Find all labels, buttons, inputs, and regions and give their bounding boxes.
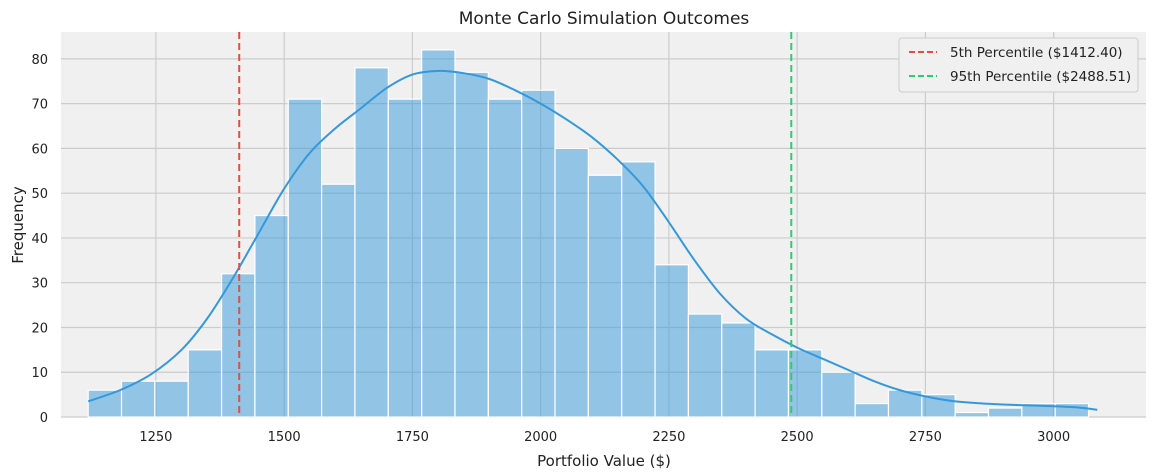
x-axis-label: Portfolio Value ($) — [537, 452, 671, 470]
histogram-bar — [354, 67, 389, 418]
x-tick-label: 2500 — [781, 430, 814, 445]
x-tick-label: 2000 — [524, 430, 557, 445]
y-tick-label: 60 — [31, 142, 48, 157]
histogram-bar — [387, 98, 423, 418]
histogram-bar — [154, 380, 189, 418]
histogram-bar — [954, 411, 990, 418]
histogram-bar — [421, 49, 456, 418]
histogram-bar — [187, 349, 223, 418]
histogram-bar — [87, 389, 123, 418]
x-tick-label: 2750 — [909, 430, 942, 445]
kde-curve-group — [87, 69, 1098, 411]
histogram-bar — [621, 161, 656, 418]
y-tick-label: 40 — [31, 232, 48, 247]
x-tick-label: 1750 — [396, 430, 429, 445]
y-axis-label: Frequency — [9, 186, 27, 264]
histogram-bar — [487, 98, 523, 418]
y-tick-label: 50 — [31, 187, 48, 202]
legend-label-5th: 5th Percentile ($1412.40) — [950, 45, 1123, 61]
x-axis-ticks: 1250 1500 1750 2000 2250 2500 2750 3000 — [139, 430, 1070, 445]
chart-title: Monte Carlo Simulation Outcomes — [459, 9, 750, 29]
x-tick-label: 3000 — [1037, 430, 1070, 445]
histogram-bar — [854, 402, 890, 418]
percentile-lines — [238, 32, 793, 417]
y-tick-label: 70 — [31, 98, 48, 113]
legend-box — [898, 37, 1139, 93]
histogram-bar — [554, 147, 589, 418]
y-tick-label: 0 — [40, 411, 48, 426]
histogram-bar — [254, 214, 289, 418]
histogram-bar — [721, 322, 756, 418]
x-tick-label: 2250 — [652, 430, 685, 445]
histogram-bar — [754, 349, 790, 418]
kde-curve — [87, 69, 1098, 411]
legend: 5th Percentile ($1412.40) 95th Percentil… — [898, 37, 1139, 93]
legend-label-95th: 95th Percentile ($2488.51) — [950, 69, 1131, 85]
histogram-bar — [821, 371, 856, 418]
histogram-bar — [787, 349, 823, 418]
x-tick-label: 1500 — [268, 430, 301, 445]
y-tick-label: 20 — [31, 321, 48, 336]
y-tick-label: 80 — [31, 53, 48, 68]
y-tick-label: 30 — [31, 277, 48, 292]
histogram-bar — [321, 183, 356, 418]
x-tick-label: 1250 — [139, 430, 172, 445]
histogram-bar — [654, 264, 690, 418]
y-axis-ticks: 0 10 20 30 40 50 60 70 80 — [31, 53, 48, 426]
histogram-bar — [454, 71, 489, 418]
y-tick-label: 10 — [31, 366, 48, 381]
histogram-bar — [687, 313, 723, 418]
histogram-bar — [521, 89, 556, 418]
histogram-bar — [587, 174, 623, 418]
histogram-bar — [987, 407, 1023, 418]
